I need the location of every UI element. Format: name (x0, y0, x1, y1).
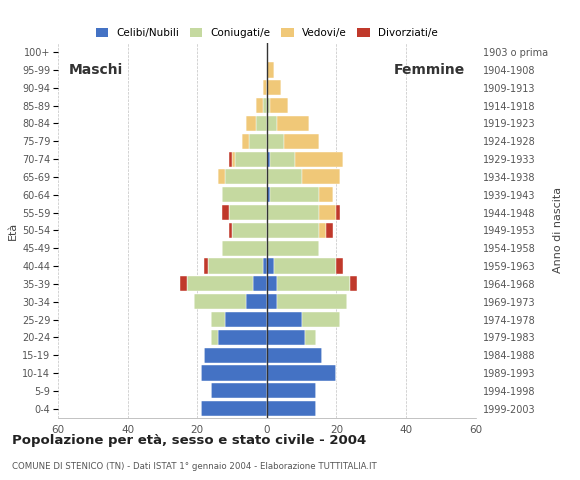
Bar (319, 187, 333, 203)
Bar (246, 116, 256, 131)
Bar (267, 152, 270, 167)
Bar (204, 348, 267, 363)
Bar (211, 383, 267, 398)
Bar (270, 98, 288, 113)
Bar (222, 205, 229, 220)
Bar (267, 348, 322, 363)
Bar (267, 169, 302, 184)
Bar (267, 312, 302, 327)
Bar (267, 365, 336, 381)
Bar (222, 240, 267, 256)
Bar (225, 169, 267, 184)
Bar (295, 152, 343, 167)
Bar (267, 330, 305, 345)
Legend: Celibi/Nubili, Coniugati/e, Vedovi/e, Divorziati/e: Celibi/Nubili, Coniugati/e, Vedovi/e, Di… (92, 24, 442, 42)
Bar (246, 294, 267, 309)
Bar (229, 152, 232, 167)
Bar (208, 258, 263, 274)
Bar (232, 152, 235, 167)
Bar (218, 169, 225, 184)
Bar (267, 294, 277, 309)
Bar (253, 276, 267, 291)
Bar (267, 258, 274, 274)
Bar (302, 312, 340, 327)
Bar (270, 152, 295, 167)
Bar (277, 116, 309, 131)
Bar (267, 276, 277, 291)
Text: Femmine: Femmine (394, 63, 465, 77)
Bar (211, 312, 225, 327)
Bar (267, 80, 281, 96)
Bar (336, 258, 343, 274)
Bar (222, 187, 267, 203)
Bar (229, 205, 267, 220)
Bar (277, 276, 350, 291)
Y-axis label: Anno di nascita: Anno di nascita (553, 187, 563, 274)
Bar (270, 187, 319, 203)
Bar (267, 116, 277, 131)
Bar (201, 401, 267, 416)
Bar (218, 330, 267, 345)
Bar (319, 223, 326, 238)
Bar (277, 294, 347, 309)
Bar (263, 98, 267, 113)
Y-axis label: Età: Età (8, 221, 18, 240)
Bar (211, 330, 218, 345)
Bar (336, 205, 340, 220)
Bar (267, 187, 270, 203)
Bar (267, 205, 319, 220)
Bar (242, 134, 249, 149)
Bar (194, 294, 246, 309)
Bar (284, 134, 319, 149)
Bar (249, 134, 267, 149)
Bar (229, 223, 232, 238)
Text: Popolazione per età, sesso e stato civile - 2004: Popolazione per età, sesso e stato civil… (12, 434, 366, 447)
Bar (187, 276, 253, 291)
Bar (267, 62, 274, 78)
Bar (225, 312, 267, 327)
Bar (180, 276, 187, 291)
Bar (274, 258, 336, 274)
Bar (305, 330, 316, 345)
Bar (232, 223, 267, 238)
Bar (201, 365, 267, 381)
Bar (326, 223, 333, 238)
Bar (267, 134, 284, 149)
Bar (350, 276, 357, 291)
Bar (267, 383, 316, 398)
Bar (256, 116, 267, 131)
Bar (267, 223, 319, 238)
Bar (267, 98, 270, 113)
Bar (319, 205, 336, 220)
Bar (235, 152, 267, 167)
Text: Maschi: Maschi (68, 63, 123, 77)
Bar (263, 258, 267, 274)
Text: COMUNE DI STENICO (TN) - Dati ISTAT 1° gennaio 2004 - Elaborazione TUTTITALIA.IT: COMUNE DI STENICO (TN) - Dati ISTAT 1° g… (12, 462, 376, 471)
Bar (204, 258, 208, 274)
Bar (267, 401, 316, 416)
Bar (263, 80, 267, 96)
Bar (256, 98, 263, 113)
Bar (302, 169, 340, 184)
Bar (267, 240, 319, 256)
